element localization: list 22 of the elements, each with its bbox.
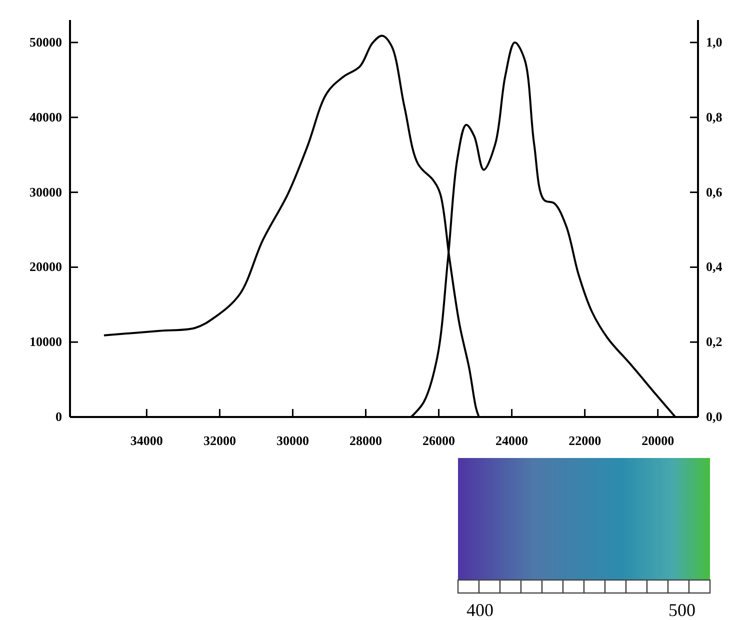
- y2-tick-label: 1,0: [706, 34, 722, 50]
- y2-tick-label: 0,8: [706, 109, 723, 124]
- x-tick-label: 34000: [130, 433, 163, 448]
- y-tick-label: 30000: [30, 184, 62, 200]
- y-tick-label: 40000: [30, 109, 62, 124]
- y-tick-label: 10000: [30, 334, 62, 350]
- text: 500: [668, 600, 696, 620]
- y2-tick-label: 0,2: [706, 334, 722, 350]
- y2-tick-label: 0,4: [706, 259, 723, 274]
- text: 400: [466, 600, 494, 620]
- y-tick-label: 0: [56, 409, 62, 424]
- x-tick-label: 24000: [496, 433, 528, 448]
- x-tick-label: 28000: [349, 433, 382, 448]
- y2-tick-label: 0,0: [706, 409, 722, 424]
- x-tick-label: 22000: [568, 433, 602, 448]
- x-tick-label: 30000: [276, 433, 309, 448]
- y2-tick-label: 0,6: [706, 184, 723, 200]
- y-tick-label: 50000: [30, 34, 62, 50]
- y-tick-label: 20000: [30, 259, 62, 274]
- x-tick-label: 20000: [642, 433, 674, 448]
- x-tick-label: 26000: [422, 433, 456, 448]
- x-tick-label: 32000: [203, 433, 236, 448]
